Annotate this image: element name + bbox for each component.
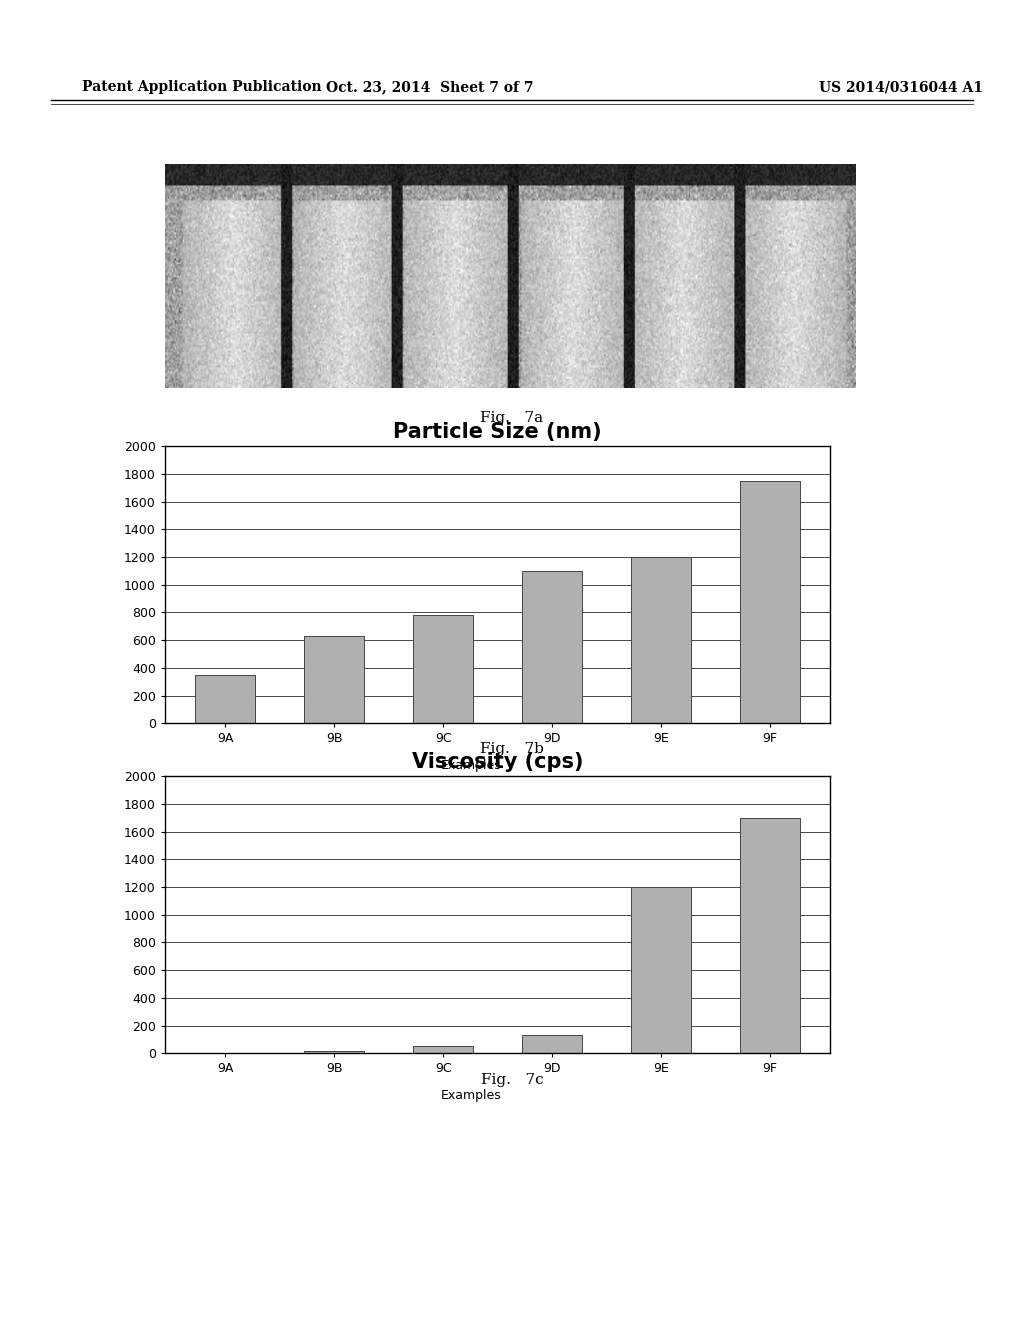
Bar — [522, 570, 583, 723]
Bar — [740, 817, 800, 1053]
Title: Viscosity (cps): Viscosity (cps) — [412, 752, 584, 772]
Title: Particle Size (nm): Particle Size (nm) — [393, 422, 602, 442]
X-axis label: Examples: Examples — [440, 759, 502, 772]
Text: Fig.   7b: Fig. 7b — [480, 742, 544, 756]
X-axis label: Examples: Examples — [440, 1089, 502, 1102]
Bar — [631, 887, 691, 1053]
Bar — [631, 557, 691, 723]
Bar — [413, 615, 473, 723]
Text: US 2014/0316044 A1: US 2014/0316044 A1 — [819, 81, 983, 94]
Text: Patent Application Publication: Patent Application Publication — [82, 81, 322, 94]
Text: Oct. 23, 2014  Sheet 7 of 7: Oct. 23, 2014 Sheet 7 of 7 — [327, 81, 534, 94]
Bar — [304, 1051, 365, 1053]
Text: Fig.   7a: Fig. 7a — [480, 411, 544, 425]
Bar — [522, 1035, 583, 1053]
Text: Fig.   7c: Fig. 7c — [480, 1073, 544, 1088]
Bar — [740, 480, 800, 723]
Bar — [196, 675, 255, 723]
Bar — [413, 1047, 473, 1053]
Bar — [304, 636, 365, 723]
